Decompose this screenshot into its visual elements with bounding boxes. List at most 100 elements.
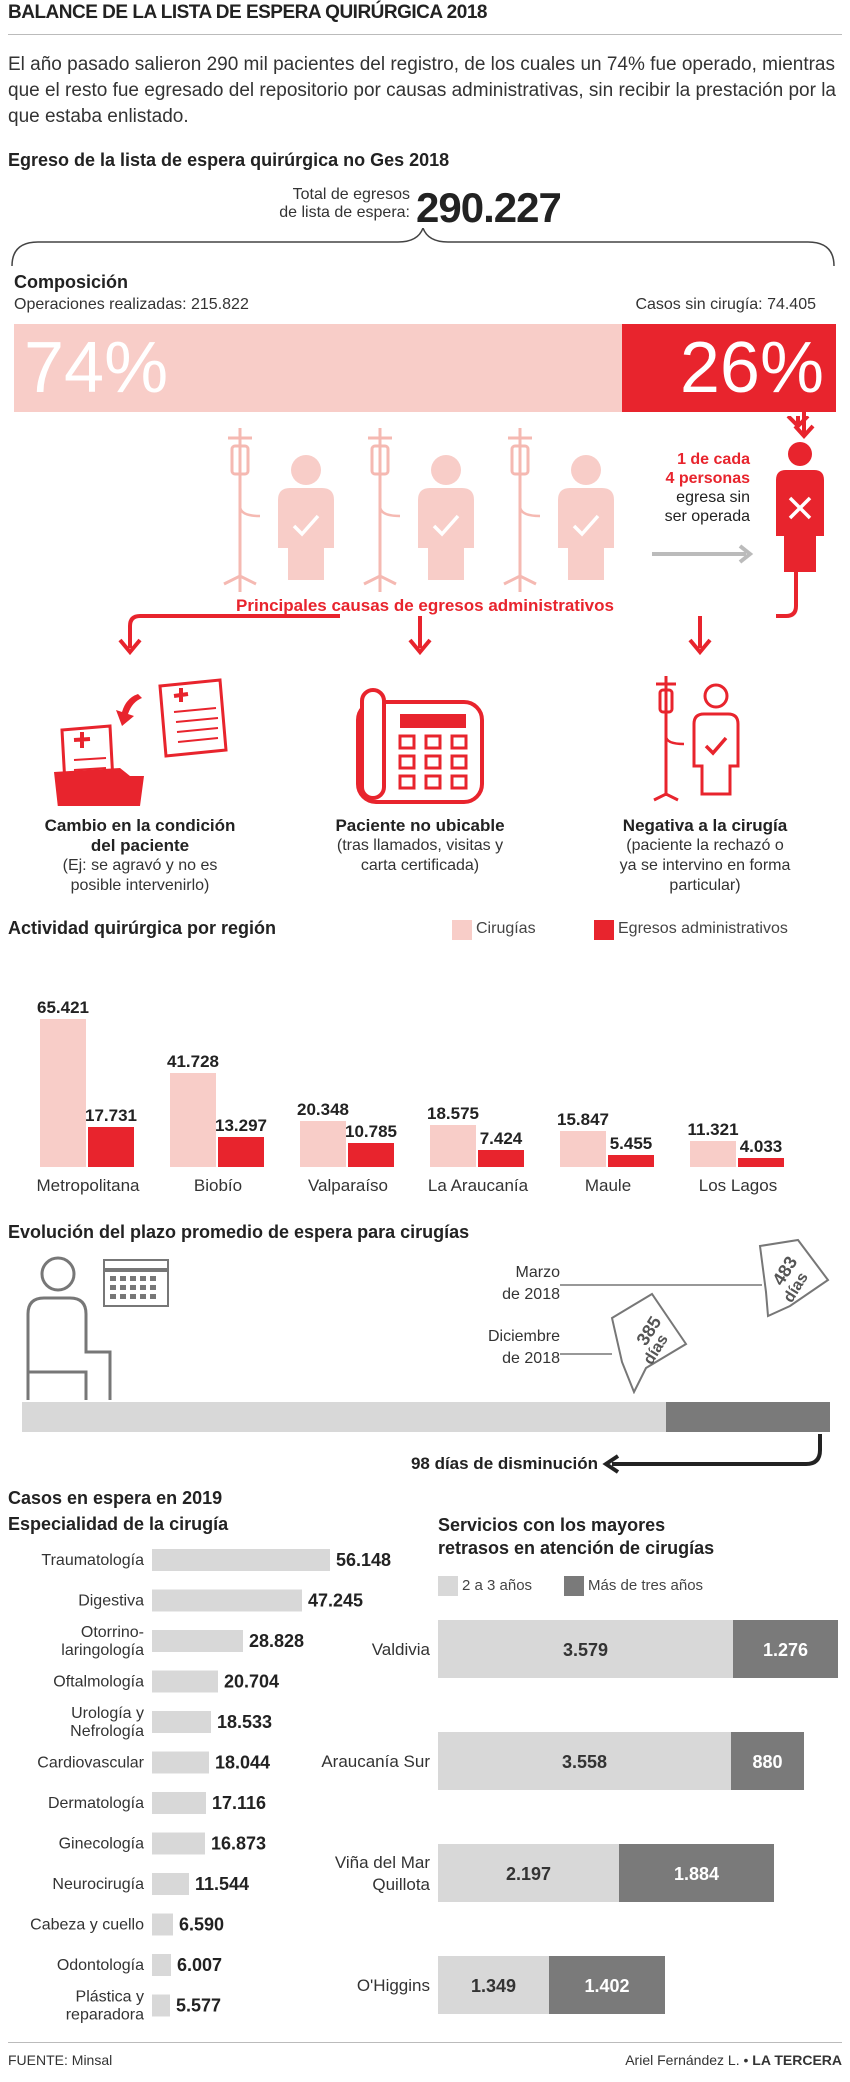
- servicio-bar-2a3: [438, 1956, 549, 2014]
- sin-share-bar: 26%: [622, 324, 836, 412]
- reduction-arrow: [602, 1434, 822, 1474]
- causes-connector: [118, 572, 798, 656]
- region-value-label: 17.731: [85, 1106, 137, 1125]
- especialidad-title: Especialidad de la cirugía: [8, 1514, 229, 1534]
- servicio-category-label: Viña del Mar: [335, 1853, 430, 1872]
- region-bar-cirugias: [430, 1125, 476, 1167]
- down-arrow-icon: [793, 412, 815, 439]
- especialidad-bar: [152, 1954, 171, 1976]
- cause-1-sub-1: (Ej: se agravó y no es: [62, 857, 218, 874]
- servicio-value-label: 2.197: [506, 1864, 551, 1884]
- operated-patient-icon-2: [362, 426, 476, 594]
- especialidad-value-label: 6.007: [177, 1955, 222, 1975]
- region-category-label: Metropolitana: [36, 1176, 140, 1195]
- region-bar-cirugias: [560, 1131, 606, 1167]
- especialidad-bar: [152, 1711, 211, 1733]
- servicio-value-label: 1.402: [584, 1976, 629, 1996]
- ops-value: 215.822: [191, 296, 249, 313]
- region-bar-egresos: [88, 1127, 134, 1167]
- region-bar-cirugias: [300, 1121, 346, 1167]
- especialidad-bar: [152, 1630, 243, 1652]
- especialidad-bar: [152, 1792, 206, 1814]
- page-title: BALANCE DE LA LISTA DE ESPERA QUIRÚRGICA…: [8, 2, 487, 23]
- legend-swatch-2a3: [438, 1576, 458, 1596]
- especialidad-category-label: Dermatología: [48, 1795, 144, 1812]
- note-bold-2: 4 personas: [665, 470, 750, 487]
- cause-2: Paciente no ubicable (tras llamados, vis…: [290, 816, 550, 876]
- ops-caption: Operaciones realizadas: 215.822: [14, 296, 249, 314]
- waiting-room-icon: [26, 1256, 169, 1400]
- region-value-label: 7.424: [480, 1129, 523, 1148]
- servicio-value-label: 880: [752, 1752, 782, 1772]
- legend-label-egresos: Egresos administrativos: [618, 920, 788, 937]
- operated-patient-icon-1: [222, 426, 336, 594]
- ops-label: Operaciones realizadas:: [14, 296, 187, 313]
- credit-author: Ariel Fernández L.: [625, 2052, 740, 2068]
- region-value-label: 10.785: [345, 1122, 397, 1141]
- region-value-label: 5.455: [610, 1134, 653, 1153]
- cause-1-title-2: del paciente: [90, 836, 190, 855]
- region-value-label: 15.847: [557, 1110, 609, 1129]
- egreso-title: Egreso de la lista de espera quirúrgica …: [8, 150, 450, 170]
- servicios-title-1: Servicios con los mayores: [438, 1515, 666, 1535]
- especialidad-bar: [152, 1832, 205, 1855]
- especialidad-category-label: laringología: [61, 1642, 144, 1659]
- servicio-bar-mas3: [549, 1956, 665, 2014]
- servicio-category-label: Araucanía Sur: [321, 1752, 430, 1771]
- especialidad-category-label: Odontología: [57, 1957, 144, 1974]
- servicio-category-label: Valdivia: [372, 1640, 431, 1659]
- especialidad-category-label: Nefrología: [70, 1723, 144, 1740]
- one-in-four-note: 1 de cada 4 personas egresa sin ser oper…: [620, 450, 750, 526]
- legend-swatch-egresos: [594, 920, 614, 940]
- region-chart-title: Actividad quirúrgica por región: [8, 918, 277, 938]
- especialidad-bar-chart: 56.148 Traumatología 47.245 Digestiva 28.828…: [30, 1549, 391, 2024]
- especialidad-category-label: Otorrino-: [81, 1624, 144, 1641]
- servicio-value-label: 1.276: [763, 1640, 808, 1660]
- especialidad-category-label: Ginecología: [59, 1836, 144, 1853]
- cause-2-title-1: Paciente no ubicable: [335, 816, 505, 835]
- total-brace: [11, 228, 835, 267]
- servicio-bar-2a3: [438, 1620, 733, 1678]
- region-value-label: 65.421: [37, 998, 89, 1017]
- region-value-label: 13.297: [215, 1116, 267, 1135]
- region-bar-egresos: [478, 1150, 524, 1167]
- region-value-label: 18.575: [427, 1104, 479, 1123]
- sin-value: 74.405: [767, 296, 816, 313]
- region-bar-egresos: [348, 1143, 394, 1167]
- especialidad-category-label: Urología y: [71, 1705, 144, 1722]
- patients-illustration: [222, 416, 824, 594]
- sin-caption: Casos sin cirugía: 74.405: [635, 296, 816, 314]
- phone-icon: [356, 688, 484, 804]
- cause-3-sub-2: ya se intervino en forma: [619, 857, 791, 874]
- especialidad-bar: [152, 1994, 170, 2017]
- especialidad-category-label: Digestiva: [78, 1593, 144, 1610]
- composicion-title: Composición: [14, 272, 129, 292]
- note-bold-1: 1 de cada: [677, 451, 750, 468]
- ops-share-bar: 74%: [14, 324, 622, 412]
- legend-label-2a3: 2 a 3 años: [462, 1577, 533, 1594]
- especialidad-bar: [152, 1873, 189, 1895]
- especialidad-value-label: 56.148: [336, 1550, 391, 1570]
- evolucion-title: Evolución del plazo promedio de espera p…: [8, 1222, 470, 1242]
- total-label: Total de egresos de lista de espera:: [262, 186, 410, 222]
- credit-brand: LA TERCERA: [752, 2052, 842, 2068]
- region-value-label: 4.033: [740, 1137, 783, 1156]
- legend-label-mas3: Más de tres años: [588, 1577, 704, 1594]
- dias-dic-bar: [22, 1402, 666, 1432]
- iv-patient-refusal-icon: [653, 676, 740, 802]
- legend-swatch-mas3: [564, 1576, 584, 1596]
- region-category-label: Valparaíso: [308, 1176, 388, 1195]
- cause-1-sub-2: posible intervenirlo): [70, 877, 210, 894]
- especialidad-value-label: 47.245: [308, 1591, 363, 1611]
- cause-3-sub-3: particular): [669, 877, 741, 894]
- especialidad-value-label: 6.590: [179, 1915, 224, 1935]
- especialidad-category-label: Traumatología: [41, 1552, 144, 1569]
- sin-pct: 26%: [679, 328, 824, 408]
- especialidad-category-label: reparadora: [66, 2007, 144, 2024]
- diciembre-label-2: de 2018: [502, 1350, 560, 1367]
- marzo-label-2: de 2018: [502, 1286, 560, 1303]
- region-bar-chart: 65.421 17.731 Metropolitana 41.728 13.297 Bio…: [36, 998, 784, 1195]
- header-rule: [8, 34, 842, 35]
- legend-label-cirugias: Cirugías: [476, 920, 536, 937]
- especialidad-category-label: Cardiovascular: [37, 1755, 144, 1772]
